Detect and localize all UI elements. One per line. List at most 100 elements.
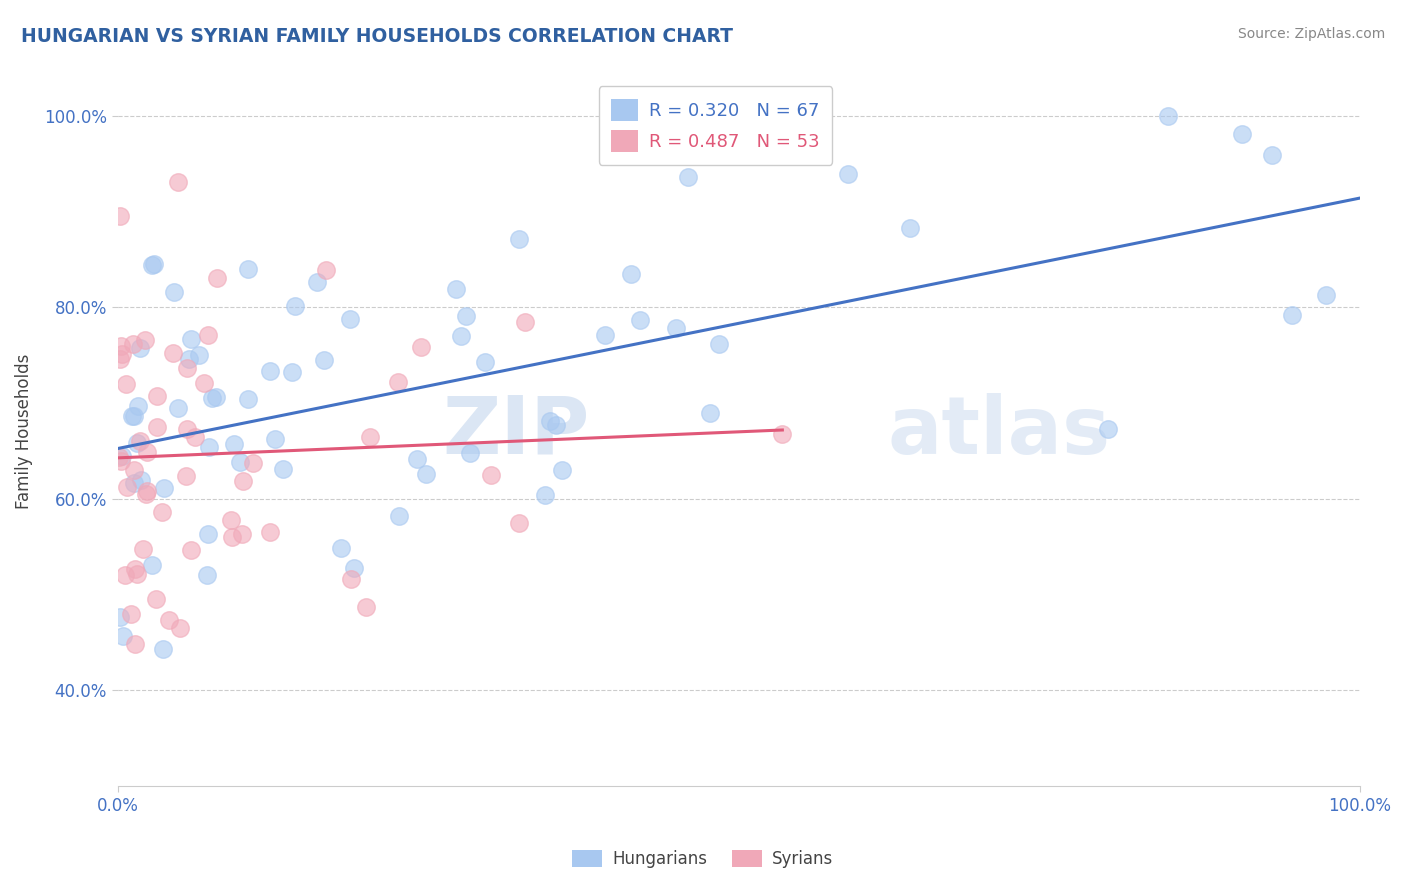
Point [124, 409, 146, 423]
Point [630, 313, 652, 327]
Point [837, 167, 859, 181]
Point [108, 209, 131, 223]
Point [110, 339, 132, 353]
Point [544, 417, 567, 432]
Point [709, 337, 731, 351]
Point [264, 432, 287, 446]
Point [129, 434, 152, 448]
Point [508, 232, 530, 246]
Point [163, 285, 186, 299]
Point [454, 309, 477, 323]
Point [121, 409, 143, 423]
Point [446, 282, 468, 296]
Point [122, 336, 145, 351]
Point [167, 175, 190, 189]
Y-axis label: Family Households: Family Households [15, 354, 32, 509]
Point [114, 568, 136, 582]
Point [508, 516, 530, 530]
Legend: Hungarians, Syrians: Hungarians, Syrians [565, 843, 841, 875]
Point [898, 221, 921, 235]
Legend: R = 0.320   N = 67, R = 0.487   N = 53: R = 0.320 N = 67, R = 0.487 N = 53 [599, 87, 832, 165]
Point [145, 420, 167, 434]
Point [127, 567, 149, 582]
Point [157, 613, 180, 627]
Point [114, 376, 136, 391]
Point [205, 390, 228, 404]
Point [458, 446, 481, 460]
Point [176, 422, 198, 436]
Point [134, 333, 156, 347]
Point [595, 328, 617, 343]
Point [146, 389, 169, 403]
Point [474, 355, 496, 369]
Point [231, 527, 253, 541]
Point [551, 463, 574, 477]
Point [354, 600, 377, 615]
Point [180, 332, 202, 346]
Point [284, 299, 307, 313]
Point [229, 455, 252, 469]
Point [193, 376, 215, 390]
Point [538, 414, 561, 428]
Point [236, 262, 259, 277]
Point [329, 541, 352, 555]
Point [479, 468, 502, 483]
Point [169, 621, 191, 635]
Point [1097, 422, 1119, 436]
Point [174, 469, 197, 483]
Point [534, 488, 557, 502]
Point [197, 527, 219, 541]
Point [259, 364, 281, 378]
Point [111, 449, 134, 463]
Point [620, 268, 643, 282]
Point [162, 346, 184, 360]
Point [135, 487, 157, 501]
Point [141, 558, 163, 572]
Point [259, 524, 281, 539]
Point [205, 271, 228, 285]
Point [405, 451, 427, 466]
Point [180, 543, 202, 558]
Point [1261, 148, 1284, 162]
Point [665, 321, 688, 335]
Point [242, 456, 264, 470]
Point [132, 541, 155, 556]
Point [197, 327, 219, 342]
Point [111, 347, 134, 361]
Point [339, 312, 361, 326]
Point [515, 315, 537, 329]
Text: HUNGARIAN VS SYRIAN FAMILY HOUSEHOLDS CORRELATION CHART: HUNGARIAN VS SYRIAN FAMILY HOUSEHOLDS CO… [21, 27, 733, 45]
Point [145, 591, 167, 606]
Point [271, 462, 294, 476]
Point [387, 375, 409, 389]
Point [176, 360, 198, 375]
Point [1157, 109, 1180, 123]
Point [699, 406, 721, 420]
Text: atlas: atlas [887, 392, 1111, 471]
Point [122, 463, 145, 477]
Point [120, 607, 142, 622]
Point [153, 481, 176, 495]
Point [676, 169, 699, 184]
Point [108, 450, 131, 465]
Point [135, 445, 157, 459]
Point [770, 427, 793, 442]
Point [450, 328, 472, 343]
Point [195, 568, 218, 582]
Point [108, 610, 131, 624]
Point [1315, 287, 1337, 301]
Point [388, 509, 411, 524]
Point [127, 435, 149, 450]
Point [150, 505, 173, 519]
Text: Source: ZipAtlas.com: Source: ZipAtlas.com [1237, 27, 1385, 41]
Point [142, 257, 165, 271]
Point [128, 341, 150, 355]
Point [110, 454, 132, 468]
Point [183, 430, 205, 444]
Point [129, 473, 152, 487]
Point [281, 365, 304, 379]
Point [179, 351, 201, 366]
Point [415, 467, 437, 481]
Point [339, 572, 361, 586]
Point [115, 480, 138, 494]
